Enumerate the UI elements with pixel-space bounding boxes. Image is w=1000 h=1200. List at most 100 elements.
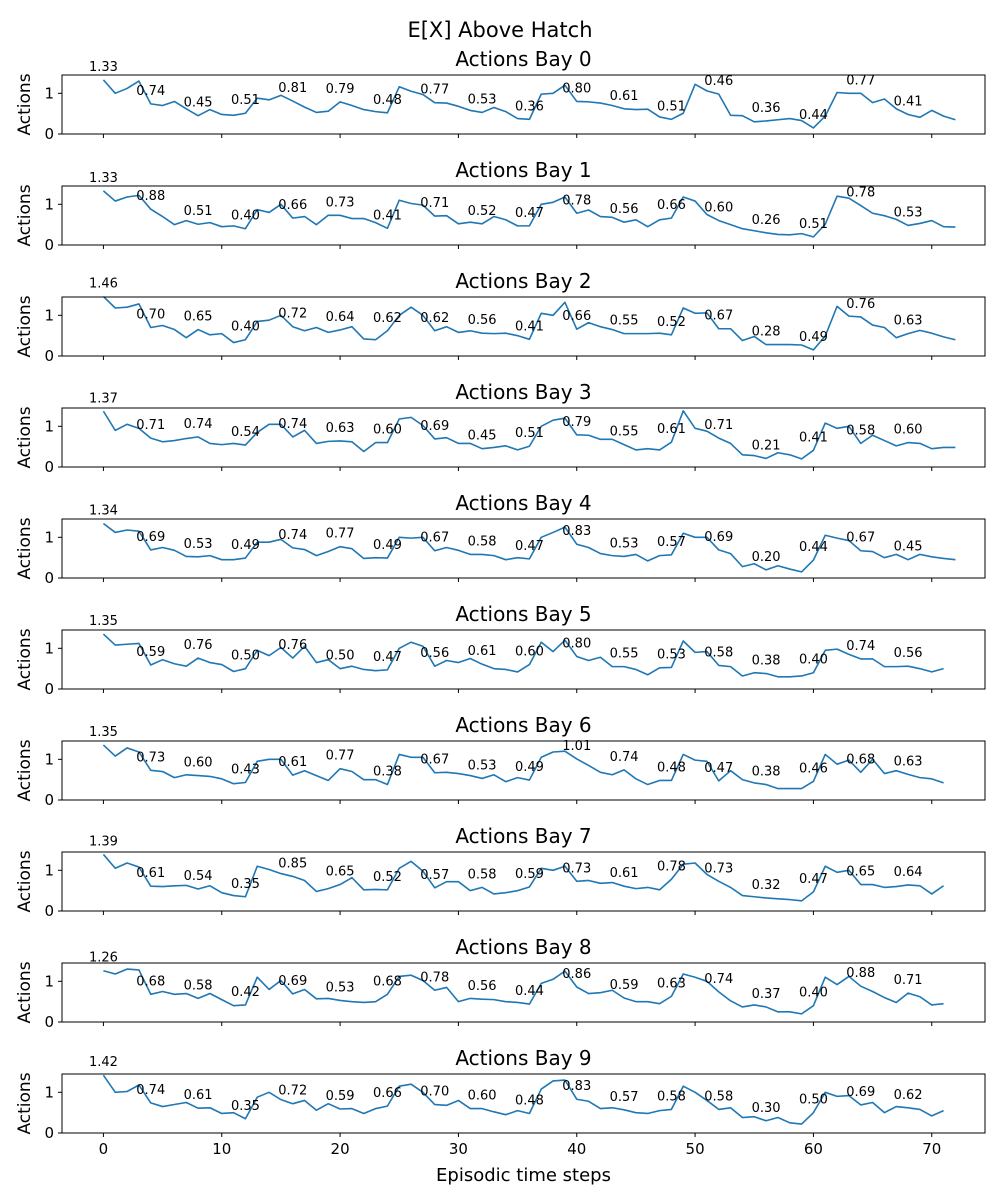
data-label: 0.53 — [184, 537, 213, 552]
data-label: 0.42 — [231, 985, 260, 1000]
data-label: 0.74 — [184, 417, 213, 432]
data-label: 0.79 — [562, 415, 591, 430]
data-label: 0.56 — [468, 979, 497, 994]
series-line — [102, 190, 956, 238]
data-label: 0.49 — [799, 330, 828, 345]
series-line — [102, 410, 956, 460]
data-label: 0.59 — [515, 867, 544, 882]
subplot-title: Actions Bay 0 — [455, 47, 591, 71]
data-label: 0.44 — [515, 984, 544, 999]
series-line — [102, 522, 956, 573]
data-label: 0.58 — [657, 1089, 686, 1104]
data-label: 0.45 — [184, 96, 213, 111]
data-label: 0.51 — [657, 99, 686, 114]
data-label: 0.53 — [468, 758, 497, 773]
data-label: 0.83 — [562, 1079, 591, 1094]
series-line — [102, 1074, 944, 1125]
data-label: 0.52 — [373, 870, 402, 885]
data-label: 0.45 — [894, 540, 923, 555]
y-axis-label: Actions — [15, 295, 35, 357]
data-label: 0.38 — [373, 765, 402, 780]
y-tick-label: 0 — [44, 902, 54, 920]
data-label: 0.72 — [278, 307, 307, 322]
data-label: 0.61 — [610, 866, 639, 881]
data-label: 0.78 — [420, 970, 449, 985]
data-label: 0.49 — [515, 760, 544, 775]
data-label: 0.73 — [562, 861, 591, 876]
data-label: 0.62 — [894, 1088, 923, 1103]
subplot-title: Actions Bay 1 — [455, 158, 591, 182]
subplot-bay-0: Actions Bay 0 Actions 0 1 1.33 0.74 0.45 0.51 0.… — [15, 47, 986, 143]
y-tick-label: 0 — [44, 236, 54, 254]
axes-frame — [61, 1073, 986, 1134]
data-label: 0.74 — [704, 972, 733, 987]
axes-frame — [61, 629, 986, 690]
data-label: 0.65 — [846, 865, 875, 880]
data-label: 0.53 — [657, 647, 686, 662]
data-label: 0.58 — [184, 978, 213, 993]
subplot-bay-4: Actions Bay 4 Actions 0 1 1.34 0.69 0.53 0.49 0.… — [15, 491, 986, 587]
data-label: 0.20 — [752, 550, 781, 565]
data-label: 0.46 — [704, 74, 733, 89]
y-tick-label: 0 — [44, 125, 54, 143]
data-label: 0.56 — [610, 202, 639, 217]
data-label: 0.50 — [799, 1093, 828, 1108]
data-label: 0.60 — [468, 1089, 497, 1104]
data-label: 0.54 — [184, 869, 213, 884]
data-label: 0.50 — [326, 649, 355, 664]
data-label: 0.65 — [184, 310, 213, 325]
data-label: 0.53 — [610, 536, 639, 551]
data-label: 0.38 — [752, 765, 781, 780]
series-line — [103, 968, 944, 1015]
data-label: 0.63 — [326, 421, 355, 436]
data-label: 0.77 — [326, 749, 355, 764]
x-tick-label: 0 — [99, 1140, 109, 1158]
data-label: 0.65 — [326, 865, 355, 880]
data-label: 0.41 — [894, 94, 923, 109]
data-label: 0.69 — [846, 1085, 875, 1100]
data-label: 0.83 — [562, 524, 591, 539]
subplot-title: Actions Bay 3 — [455, 380, 591, 404]
subplot-bay-1: Actions Bay 1 Actions 0 1 1.33 0.88 0.51 0.40 0.… — [15, 158, 986, 254]
data-label: 0.70 — [420, 1085, 449, 1100]
data-label: 0.76 — [278, 638, 307, 653]
data-label: 0.36 — [515, 99, 544, 114]
data-label: 0.58 — [704, 1089, 733, 1104]
axes-frame — [61, 296, 986, 357]
subplot-title: Actions Bay 4 — [455, 491, 591, 515]
data-label: 0.73 — [136, 750, 165, 765]
data-label: 0.67 — [704, 309, 733, 324]
subplot-title: Actions Bay 7 — [455, 824, 591, 848]
data-label: 0.58 — [468, 534, 497, 549]
y-axis-label: Actions — [15, 961, 35, 1023]
y-tick-label: 0 — [44, 458, 54, 476]
data-label: 0.62 — [420, 311, 449, 326]
data-label: 0.80 — [562, 81, 591, 96]
data-label: 0.58 — [468, 867, 497, 882]
data-label: 0.77 — [846, 73, 875, 88]
data-label: 1.35 — [89, 614, 118, 629]
subplot-title: Actions Bay 8 — [455, 935, 591, 959]
data-label: 0.74 — [136, 84, 165, 99]
data-label: 0.74 — [136, 1083, 165, 1098]
series-line — [102, 744, 944, 790]
data-label: 0.61 — [136, 866, 165, 881]
data-label: 0.64 — [894, 865, 923, 880]
data-label: 0.71 — [136, 418, 165, 433]
data-label: 0.69 — [420, 419, 449, 434]
data-label: 0.66 — [278, 198, 307, 213]
data-label: 0.51 — [231, 93, 260, 108]
x-tick-label: 40 — [567, 1140, 586, 1158]
data-label: 0.88 — [136, 189, 165, 204]
y-tick-label: 1 — [44, 528, 54, 546]
x-tick-label: 50 — [686, 1140, 705, 1158]
data-label: 0.68 — [846, 752, 875, 767]
data-label: 1.33 — [89, 60, 118, 75]
y-axis-label: Actions — [15, 184, 35, 246]
data-label: 1.26 — [89, 951, 118, 966]
y-tick-label: 1 — [44, 195, 54, 213]
x-tick-label: 60 — [804, 1140, 823, 1158]
data-label: 0.58 — [704, 645, 733, 660]
